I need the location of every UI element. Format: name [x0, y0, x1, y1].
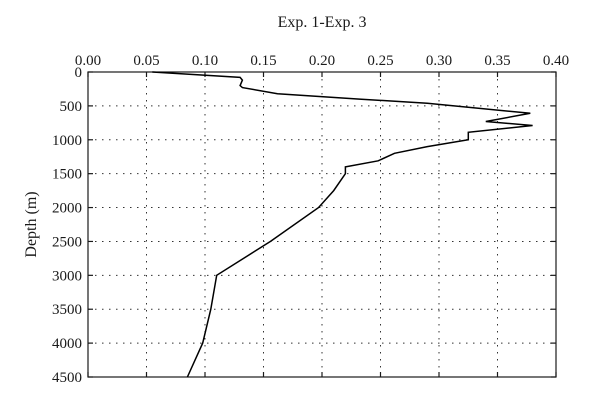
y-tick-label: 0: [75, 65, 83, 81]
plot-frame: [87, 71, 557, 378]
x-tick-label: 0.15: [250, 53, 276, 69]
x-tick-label: 0.00: [75, 53, 101, 69]
y-tick-label: 1000: [52, 133, 82, 149]
y-tick-label: 2000: [52, 201, 82, 217]
tick-labels: 0.00 0.05 0.10 0.15 0.20 0.25 0.30 0.35 0.40 0 500…: [52, 53, 569, 386]
grid: [88, 72, 556, 377]
y-tick-label: 4000: [52, 336, 82, 352]
y-tick-label: 3500: [52, 302, 82, 318]
x-tick-label: 0.40: [543, 53, 569, 69]
series-layer: [152, 71, 533, 378]
x-tick-label: 0.20: [309, 53, 335, 69]
x-tick-label: 0.25: [367, 53, 393, 69]
y-tick-label: 4500: [52, 370, 82, 386]
y-tick-label: 500: [60, 99, 83, 115]
x-axis-label: Exp. 1-Exp. 3: [278, 14, 367, 31]
x-tick-label: 0.10: [192, 53, 218, 69]
x-tick-label: 0.30: [426, 53, 452, 69]
y-tick-label: 2500: [52, 234, 82, 250]
series-line: [152, 71, 533, 378]
x-tick-label: 0.35: [484, 53, 510, 69]
y-axis-label: Depth (m): [23, 191, 40, 257]
y-tick-label: 3000: [52, 268, 82, 284]
y-tick-label: 1500: [52, 167, 82, 183]
x-tick-label: 0.05: [133, 53, 159, 69]
